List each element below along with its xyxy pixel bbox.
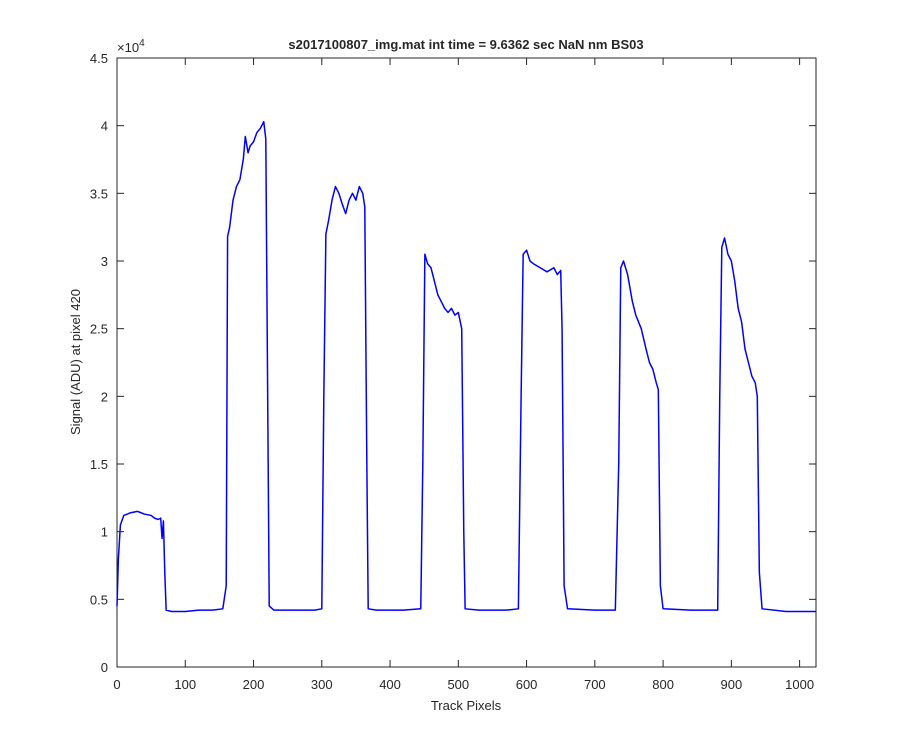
x-tick-label: 100 [174,677,196,692]
x-tick-label: 500 [447,677,469,692]
y-tick-label: 2.5 [90,322,108,337]
x-tick-label: 400 [379,677,401,692]
x-tick-label: 300 [311,677,333,692]
plot-frame [116,57,817,668]
x-tick-label: 800 [652,677,674,692]
y-axis-label: Signal (ADU) at pixel 420 [68,289,83,435]
y-multiplier-exponent: 4 [139,38,145,49]
y-tick-label: 4.5 [90,51,108,66]
y-tick-label: 2 [101,389,108,404]
y-tick-label: 0.5 [90,592,108,607]
x-tick-label: 200 [243,677,265,692]
y-tick-label: 1 [101,525,108,540]
y-tick-label: 0 [101,660,108,675]
y-tick-label: 4 [101,119,108,134]
chart-title: s2017100807_img.mat int time = 9.6362 se… [288,37,643,52]
y-tick-label: 3 [101,254,108,269]
y-tick-label: 3.5 [90,186,108,201]
x-tick-label: 900 [721,677,743,692]
y-multiplier-base: ×10 [117,40,139,55]
x-tick-label: 1000 [785,677,814,692]
x-tick-label: 700 [584,677,606,692]
x-tick-label: 600 [516,677,538,692]
x-tick-label: 0 [113,677,120,692]
data-line [116,120,816,613]
x-axis-label: Track Pixels [431,698,502,713]
y-tick-label: 1.5 [90,457,108,472]
y-multiplier: ×104 [117,38,145,55]
